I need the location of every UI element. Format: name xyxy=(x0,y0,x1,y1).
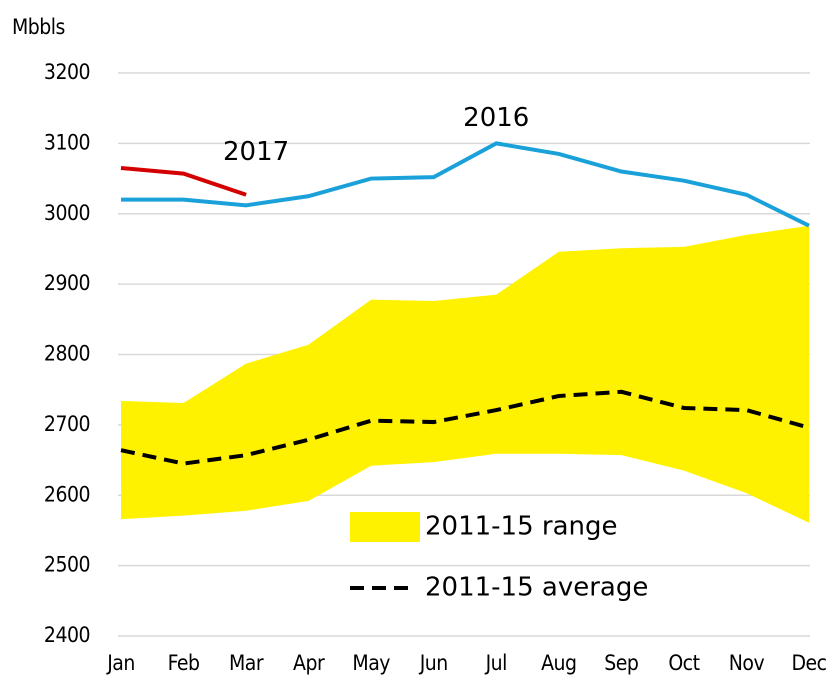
x-tick-label: Oct xyxy=(668,651,699,675)
y-tick-label: 3200 xyxy=(44,60,90,84)
y-axis-label: Mbbls xyxy=(12,15,65,39)
y-tick-label: 3000 xyxy=(44,201,90,225)
y-tick-label: 2800 xyxy=(44,342,90,366)
range-area xyxy=(121,225,809,523)
average-line xyxy=(120,389,810,466)
x-tick-label: Mar xyxy=(229,651,264,675)
x-tick-label: Dec xyxy=(791,651,826,675)
series-label: 2017 xyxy=(223,137,289,167)
y-tick-label: 2900 xyxy=(44,271,90,295)
x-tick-label: Jun xyxy=(419,651,448,675)
y-tick-label: 2400 xyxy=(44,623,90,647)
x-tick-label: May xyxy=(352,651,390,675)
x-tick-label: Feb xyxy=(168,651,200,675)
x-tick-label: Aug xyxy=(541,651,576,675)
y-tick-label: 3100 xyxy=(44,130,90,154)
series-label: 2016 xyxy=(463,103,529,133)
x-tick-label: Nov xyxy=(729,651,765,675)
x-tick-label: Sep xyxy=(604,651,638,675)
x-tick-label: Apr xyxy=(293,651,325,675)
legend-label: 2011-15 average xyxy=(425,573,648,603)
y-tick-label: 2600 xyxy=(44,482,90,506)
series-line xyxy=(121,141,810,228)
y-tick-label: 2700 xyxy=(44,412,90,436)
legend-label: 2011-15 range xyxy=(425,512,618,542)
series-line xyxy=(120,166,247,197)
legend-swatch xyxy=(350,512,420,542)
x-tick-label: Jan xyxy=(106,651,135,675)
y-tick-label: 2500 xyxy=(44,553,90,577)
x-tick-label: Jul xyxy=(485,651,507,675)
